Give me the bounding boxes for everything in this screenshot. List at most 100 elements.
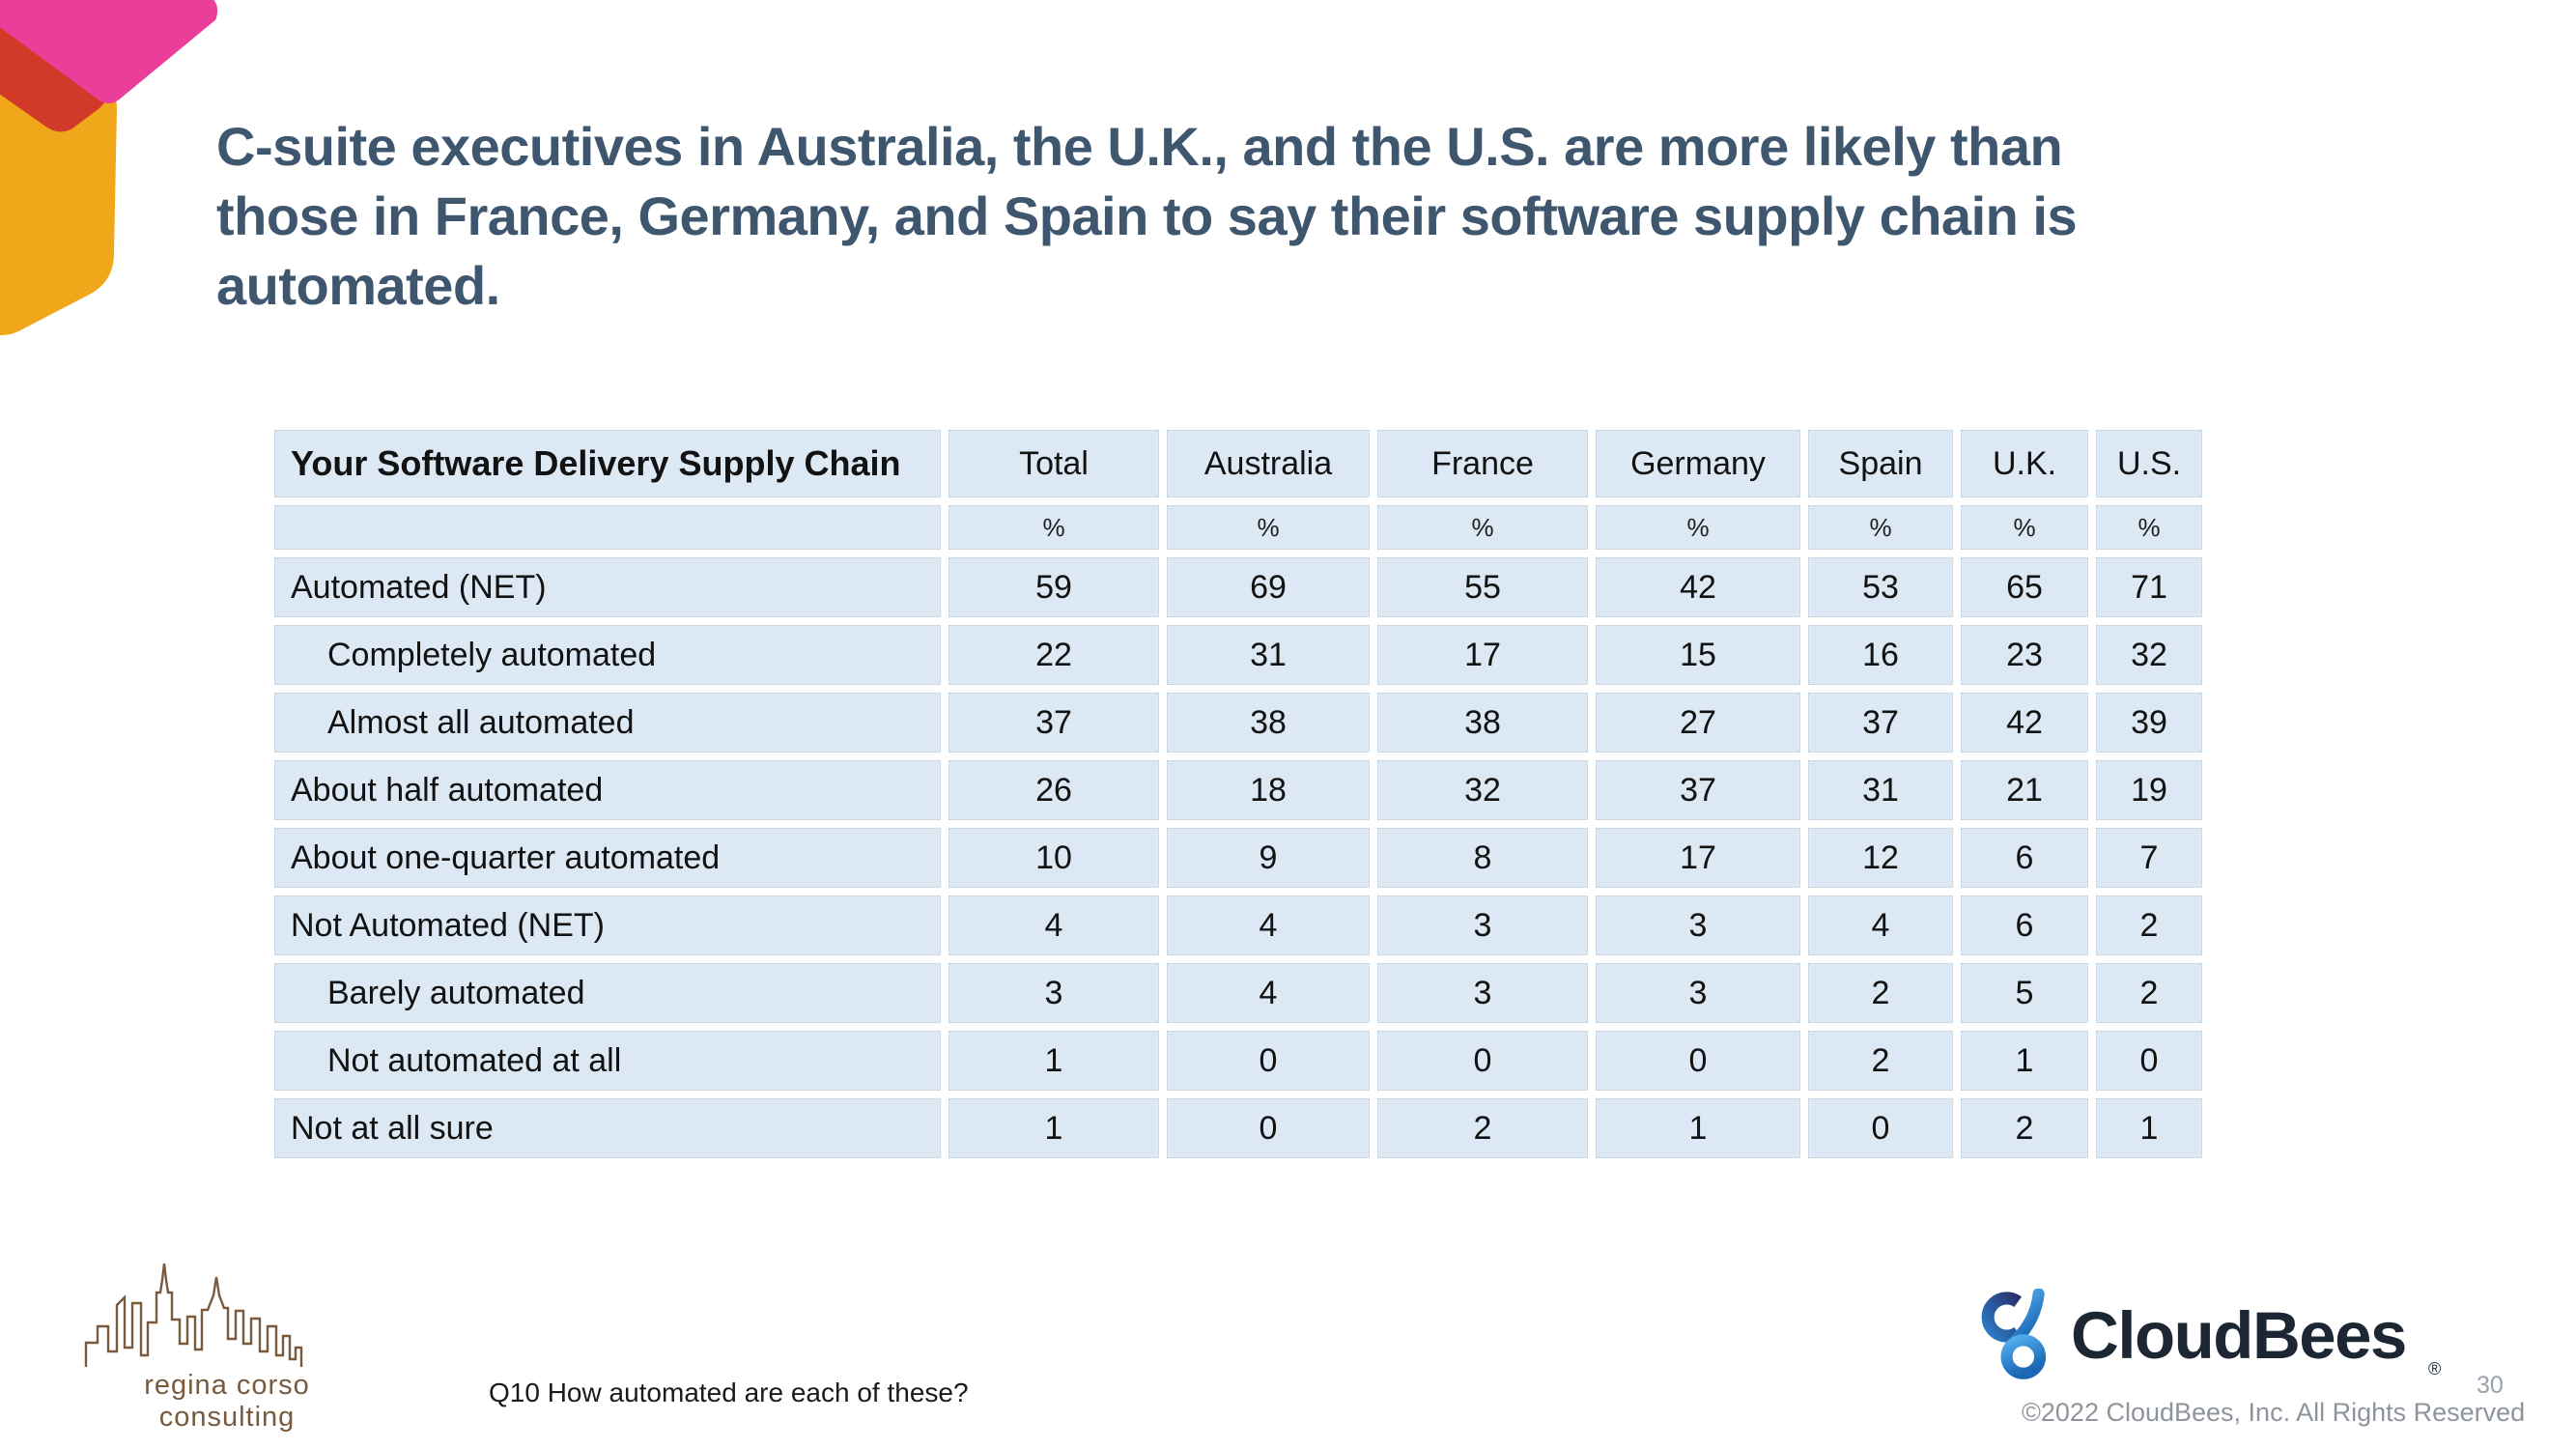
page-number: 30 bbox=[2477, 1372, 2504, 1399]
row-label: About one-quarter automated bbox=[274, 828, 941, 888]
value-cell: 2 bbox=[1377, 1098, 1588, 1158]
value-cell: 5 bbox=[1961, 963, 2088, 1023]
value-cell: 1 bbox=[948, 1031, 1159, 1091]
registered-trademark-symbol: ® bbox=[2428, 1359, 2442, 1378]
value-cell: 21 bbox=[1961, 760, 2088, 820]
value-cell: 4 bbox=[1167, 895, 1370, 955]
value-cell: 1 bbox=[948, 1098, 1159, 1158]
value-cell: 19 bbox=[2096, 760, 2202, 820]
value-cell: 37 bbox=[1596, 760, 1800, 820]
value-cell: 31 bbox=[1167, 625, 1370, 685]
value-cell: 32 bbox=[1377, 760, 1588, 820]
unit-cell: % bbox=[2096, 505, 2202, 550]
column-header: Total bbox=[948, 430, 1159, 497]
cloudbees-wordmark: CloudBees bbox=[2071, 1298, 2407, 1373]
value-cell: 9 bbox=[1167, 828, 1370, 888]
value-cell: 55 bbox=[1377, 557, 1588, 617]
value-cell: 8 bbox=[1377, 828, 1588, 888]
value-cell: 3 bbox=[1377, 963, 1588, 1023]
title-line-1: C-suite executives in Australia, the U.K… bbox=[216, 115, 2063, 177]
table-row: About half automated 26 18 32 37 31 21 19 bbox=[274, 760, 2202, 820]
title-line-3: automated. bbox=[216, 254, 500, 316]
table-head: Your Software Delivery Supply Chain Total… bbox=[274, 430, 2202, 550]
value-cell: 6 bbox=[1961, 828, 2088, 888]
data-table: Your Software Delivery Supply Chain Total… bbox=[267, 422, 2210, 1166]
column-header: Australia bbox=[1167, 430, 1370, 497]
table-title-header: Your Software Delivery Supply Chain bbox=[274, 430, 941, 497]
consultant-logo: regina corso consulting bbox=[82, 1252, 372, 1434]
value-cell: 2 bbox=[1808, 963, 1953, 1023]
table-row: Almost all automated 37 38 38 27 37 42 39 bbox=[274, 693, 2202, 753]
value-cell: 0 bbox=[1808, 1098, 1953, 1158]
value-cell: 59 bbox=[948, 557, 1159, 617]
row-label: About half automated bbox=[274, 760, 941, 820]
table-container: Your Software Delivery Supply Chain Total… bbox=[267, 422, 2210, 1166]
column-header: U.K. bbox=[1961, 430, 2088, 497]
value-cell: 27 bbox=[1596, 693, 1800, 753]
value-cell: 1 bbox=[1961, 1031, 2088, 1091]
value-cell: 18 bbox=[1167, 760, 1370, 820]
value-cell: 4 bbox=[948, 895, 1159, 955]
value-cell: 0 bbox=[1377, 1031, 1588, 1091]
unit-cell: % bbox=[948, 505, 1159, 550]
value-cell: 16 bbox=[1808, 625, 1953, 685]
value-cell: 23 bbox=[1961, 625, 2088, 685]
value-cell: 2 bbox=[1961, 1098, 2088, 1158]
value-cell: 38 bbox=[1167, 693, 1370, 753]
consultant-name: regina corso consulting bbox=[144, 1370, 310, 1433]
value-cell: 38 bbox=[1377, 693, 1588, 753]
value-cell: 17 bbox=[1596, 828, 1800, 888]
value-cell: 31 bbox=[1808, 760, 1953, 820]
value-cell: 2 bbox=[2096, 963, 2202, 1023]
value-cell: 15 bbox=[1596, 625, 1800, 685]
value-cell: 0 bbox=[1167, 1098, 1370, 1158]
column-header: Spain bbox=[1808, 430, 1953, 497]
row-label: Not automated at all bbox=[274, 1031, 941, 1091]
survey-question: Q10 How automated are each of these? bbox=[489, 1378, 969, 1407]
value-cell: 10 bbox=[948, 828, 1159, 888]
unit-cell: % bbox=[1596, 505, 1800, 550]
value-cell: 32 bbox=[2096, 625, 2202, 685]
table-row: Barely automated 3 4 3 3 2 5 2 bbox=[274, 963, 2202, 1023]
value-cell: 42 bbox=[1961, 693, 2088, 753]
value-cell: 17 bbox=[1377, 625, 1588, 685]
value-cell: 71 bbox=[2096, 557, 2202, 617]
row-label: Completely automated bbox=[274, 625, 941, 685]
value-cell: 1 bbox=[1596, 1098, 1800, 1158]
value-cell: 0 bbox=[1596, 1031, 1800, 1091]
value-cell: 26 bbox=[948, 760, 1159, 820]
value-cell: 2 bbox=[2096, 895, 2202, 955]
table-body: Automated (NET) 59 69 55 42 53 65 71 Completely … bbox=[274, 557, 2202, 1158]
value-cell: 65 bbox=[1961, 557, 2088, 617]
value-cell: 3 bbox=[948, 963, 1159, 1023]
row-label: Not at all sure bbox=[274, 1098, 941, 1158]
unit-cell: % bbox=[1377, 505, 1588, 550]
column-header: U.S. bbox=[2096, 430, 2202, 497]
value-cell: 69 bbox=[1167, 557, 1370, 617]
cloudbees-logo-icon bbox=[1981, 1289, 2047, 1379]
table-row: Not automated at all 1 0 0 0 2 1 0 bbox=[274, 1031, 2202, 1091]
unit-cell: % bbox=[1167, 505, 1370, 550]
table-row: Automated (NET) 59 69 55 42 53 65 71 bbox=[274, 557, 2202, 617]
column-header: Germany bbox=[1596, 430, 1800, 497]
value-cell: 37 bbox=[948, 693, 1159, 753]
value-cell: 1 bbox=[2096, 1098, 2202, 1158]
value-cell: 0 bbox=[1167, 1031, 1370, 1091]
value-cell: 42 bbox=[1596, 557, 1800, 617]
value-cell: 53 bbox=[1808, 557, 1953, 617]
city-skyline-icon bbox=[84, 1263, 303, 1367]
copyright-text: ©2022 CloudBees, Inc. All Rights Reserve… bbox=[2022, 1398, 2526, 1427]
value-cell: 3 bbox=[1377, 895, 1588, 955]
title-line-2: those in France, Germany, and Spain to s… bbox=[216, 185, 2078, 246]
row-label: Automated (NET) bbox=[274, 557, 941, 617]
value-cell: 3 bbox=[1596, 963, 1800, 1023]
value-cell: 39 bbox=[2096, 693, 2202, 753]
corner-flag-decoration bbox=[0, 0, 217, 335]
value-cell: 4 bbox=[1167, 963, 1370, 1023]
corner-pink-shape bbox=[0, 0, 217, 103]
unit-cell: % bbox=[1961, 505, 2088, 550]
table-row: Not Automated (NET) 4 4 3 3 4 6 2 bbox=[274, 895, 2202, 955]
value-cell: 3 bbox=[1596, 895, 1800, 955]
unit-cell bbox=[274, 505, 941, 550]
